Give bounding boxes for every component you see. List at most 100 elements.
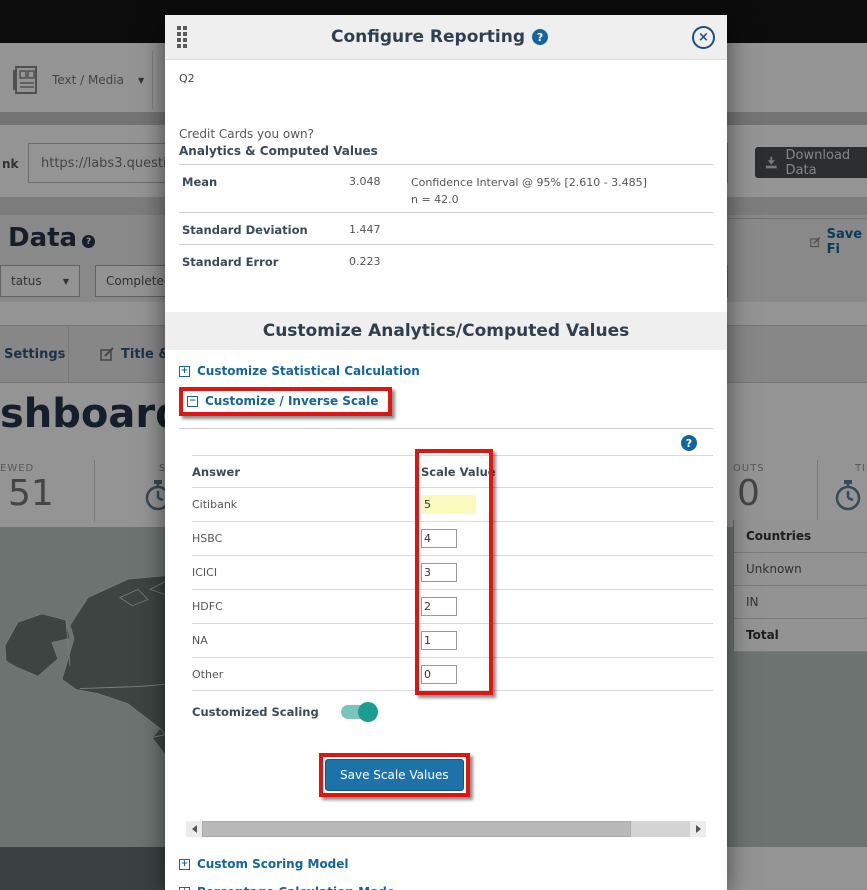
sample-size: n = 42.0: [411, 192, 459, 206]
data-help-icon[interactable]: ?: [82, 235, 96, 248]
link-label: nk: [2, 157, 19, 171]
stat-row-mean: Mean 3.048 Confidence Interval @ 95% [2.…: [179, 164, 713, 212]
confidence-interval: Confidence Interval @ 95% [2.610 - 3.485…: [411, 176, 647, 189]
scale-row-citibank: Citibank: [192, 487, 713, 521]
scale-row-na: NA: [192, 623, 713, 657]
stat-note: Confidence Interval @ 95% [2.610 - 3.485…: [411, 175, 710, 212]
countries-total-row: Total: [734, 619, 867, 652]
analytics-stats-table: Mean 3.048 Confidence Interval @ 95% [2.…: [179, 164, 713, 276]
answer-column-header: Answer: [192, 464, 241, 479]
chevron-down-icon: ▼: [62, 276, 69, 286]
tab-settings-label: Settings: [4, 346, 66, 362]
countries-panel: Countries Unknown IN Total: [733, 520, 867, 652]
tab-settings[interactable]: Settings: [4, 326, 65, 382]
chevron-down-icon: ▼: [137, 75, 145, 85]
modal-header: Configure Reporting ? ×: [165, 15, 727, 60]
text-media-icon: [13, 66, 37, 94]
text-media-label: Text / Media: [52, 73, 124, 87]
viewed-stat-value: 51: [8, 473, 54, 514]
stat-divider-2: [817, 460, 818, 522]
help-icon[interactable]: ?: [532, 29, 549, 45]
status-filter-dropdown[interactable]: tatus ▼: [0, 265, 80, 297]
scale-value-input-icici[interactable]: [421, 563, 457, 582]
edit-pencil-icon: [100, 347, 114, 361]
stat-row-stddev: Standard Deviation 1.447: [179, 212, 713, 244]
stat-row-stderr: Standard Error 0.223: [179, 244, 713, 276]
question-code: Q2: [179, 72, 195, 85]
close-icon[interactable]: ×: [692, 25, 715, 49]
configure-reporting-modal: Configure Reporting ? × Q2 Credit Cards …: [165, 15, 727, 890]
country-row: IN: [734, 586, 867, 619]
link-percentage-calculation-mode[interactable]: + Percentage Calculation Mode: [179, 885, 713, 890]
customize-section-title: Customize Analytics/Computed Values: [165, 312, 727, 350]
scale-help-row: ?: [179, 429, 713, 455]
expand-plus-icon[interactable]: +: [179, 886, 190, 890]
link-customize-statistical[interactable]: + Customize Statistical Calculation: [179, 364, 713, 378]
answer-label: HSBC: [192, 532, 223, 545]
scale-row-hdfc: HDFC: [192, 589, 713, 623]
link-label: Customize / Inverse Scale: [205, 394, 379, 408]
scrollbar-thumb[interactable]: [202, 821, 632, 837]
scale-row-other: Other: [192, 657, 713, 691]
edit-pencil-icon: [810, 236, 821, 248]
scroll-left-button[interactable]: [186, 821, 202, 837]
modal-title: Configure Reporting: [330, 27, 526, 47]
scale-value-input-other[interactable]: [421, 664, 457, 684]
answer-label: Other: [192, 667, 224, 681]
customized-scaling-row: Customized Scaling: [179, 702, 713, 722]
scale-value-input-na[interactable]: [421, 631, 457, 650]
save-filter-label: Save Fi: [826, 227, 863, 257]
question-label: Credit Cards you own?: [179, 127, 315, 141]
scrollbar-track[interactable]: [202, 821, 690, 837]
download-data-label: Download Data: [785, 147, 851, 178]
started-stat-label: S: [159, 463, 167, 474]
stat-value: 0.223: [349, 255, 381, 268]
stat-label: Standard Deviation: [182, 223, 308, 237]
stat-label: Mean: [182, 175, 218, 189]
status-filter-label: tatus: [11, 274, 42, 288]
right-arrow-icon: [695, 825, 701, 833]
stopwatch-icon-2: [835, 480, 861, 511]
countries-header: Countries: [734, 520, 867, 553]
analytics-section-title: Analytics & Computed Values: [179, 144, 378, 158]
scale-row-hsbc: HSBC: [192, 521, 713, 555]
scale-value-input-hdfc[interactable]: [421, 597, 457, 616]
customized-scaling-toggle[interactable]: [340, 702, 378, 722]
answer-label: Citibank: [192, 498, 238, 511]
scale-value-input-citibank[interactable]: [421, 495, 476, 514]
link-custom-scoring-model[interactable]: + Custom Scoring Model: [179, 857, 713, 871]
dashboard-heading: shboard: [0, 391, 184, 437]
map-footer-band: [0, 847, 165, 890]
answer-label: ICICI: [192, 566, 218, 579]
drag-handle-icon[interactable]: [177, 26, 187, 48]
expand-plus-icon[interactable]: +: [179, 858, 190, 870]
modal-body: Q2 Credit Cards you own? Analytics & Com…: [165, 72, 727, 890]
link-customize-inverse-scale[interactable]: − Customize / Inverse Scale: [187, 394, 378, 408]
expand-plus-icon[interactable]: +: [179, 365, 190, 377]
customized-scaling-label: Customized Scaling: [192, 705, 319, 719]
download-data-button[interactable]: Download Data: [755, 147, 867, 178]
scale-help-icon[interactable]: ?: [681, 435, 697, 451]
answer-label: HDFC: [192, 600, 223, 613]
right-divider: [727, 218, 867, 219]
horizontal-scrollbar: [186, 821, 706, 837]
collapse-minus-icon[interactable]: −: [187, 395, 198, 407]
scale-value-input-hsbc[interactable]: [421, 529, 457, 548]
link-label: Customize Statistical Calculation: [197, 364, 420, 378]
scale-row-icici: ICICI: [192, 555, 713, 589]
text-media-menu[interactable]: Text / Media ▼: [12, 65, 144, 95]
link-label: Percentage Calculation Mode: [197, 885, 395, 890]
annotation-box-inverse-scale: − Customize / Inverse Scale: [179, 387, 393, 416]
stat-label: Standard Error: [182, 255, 279, 269]
save-scale-values-button[interactable]: Save Scale Values: [325, 759, 464, 791]
viewed-stat-label: EWED: [0, 463, 35, 474]
link-label: Custom Scoring Model: [197, 857, 349, 871]
scroll-right-button[interactable]: [690, 821, 706, 837]
data-heading: Data: [8, 223, 78, 253]
save-filter-link[interactable]: Save Fi: [810, 227, 867, 257]
answer-label: NA: [192, 634, 208, 647]
toolbar-divider: [152, 51, 153, 109]
scale-header-row: Answer Scale Value: [192, 455, 713, 487]
time-stat-label: TI: [855, 463, 867, 474]
